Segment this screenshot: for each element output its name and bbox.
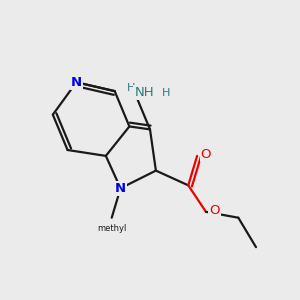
Text: N: N bbox=[71, 76, 82, 89]
Text: NH: NH bbox=[134, 86, 154, 99]
Text: H: H bbox=[162, 88, 170, 98]
Text: H: H bbox=[127, 83, 135, 93]
Text: O: O bbox=[201, 148, 211, 161]
Text: N: N bbox=[115, 182, 126, 195]
Text: O: O bbox=[209, 204, 220, 217]
Text: methyl: methyl bbox=[97, 224, 126, 232]
